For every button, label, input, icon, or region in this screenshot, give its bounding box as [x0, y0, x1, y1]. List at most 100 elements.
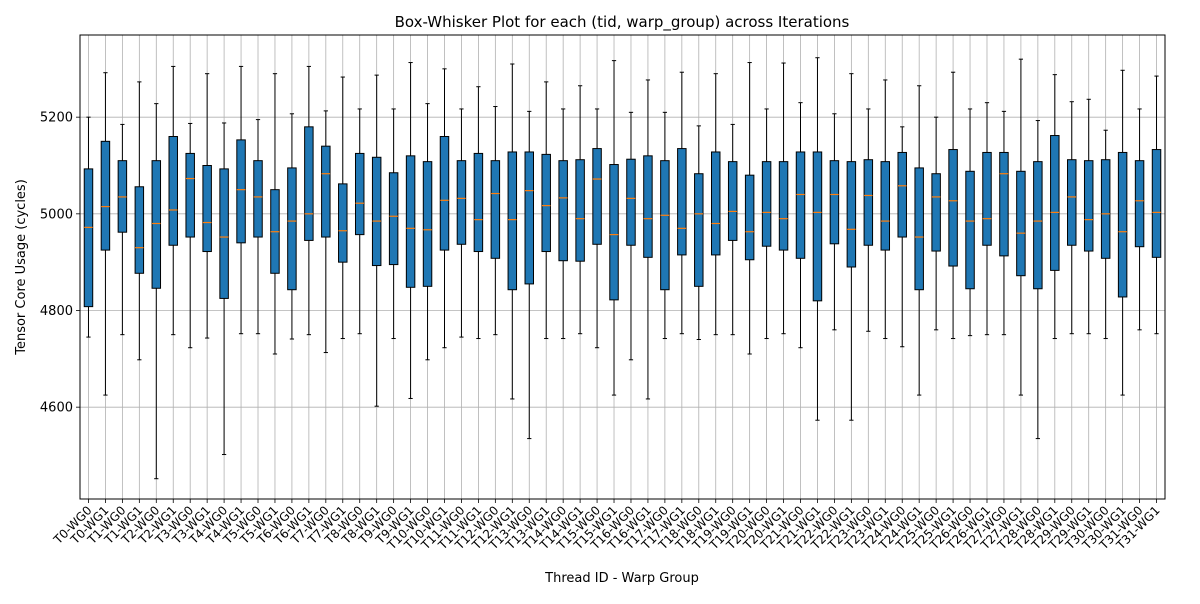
box-t21-wg1	[812, 57, 823, 421]
y-tick-label: 4800	[40, 304, 73, 319]
y-tick-label: 5000	[40, 207, 73, 222]
iqr-box	[592, 148, 602, 245]
box-t10-wg1	[439, 68, 450, 349]
iqr-box	[219, 168, 229, 299]
iqr-box	[982, 151, 992, 246]
iqr-box	[761, 161, 772, 247]
iqr-box	[558, 160, 568, 262]
box-t6-wg0	[287, 113, 297, 340]
box-t18-wg1	[711, 73, 721, 336]
box-t31-wg1	[1151, 75, 1162, 335]
box-t13-wg0	[524, 110, 534, 440]
box-t10-wg0	[422, 103, 433, 361]
iqr-box	[609, 164, 619, 301]
box-t17-wg1	[677, 71, 687, 335]
box-t4-wg0	[219, 122, 229, 456]
y-tick-label: 5200	[40, 111, 73, 126]
iqr-box	[422, 161, 433, 287]
box-layer	[83, 57, 1162, 480]
box-t2-wg1	[168, 65, 178, 336]
box-t1-wg1	[134, 81, 145, 361]
iqr-box	[321, 145, 331, 238]
iqr-box	[1067, 159, 1077, 246]
iqr-box	[371, 156, 382, 267]
box-t12-wg1	[507, 63, 518, 400]
iqr-box	[897, 151, 907, 238]
iqr-box	[965, 170, 975, 290]
box-t25-wg0	[931, 116, 941, 331]
box-t22-wg1	[846, 73, 857, 421]
iqr-box	[626, 158, 636, 246]
iqr-box	[456, 160, 467, 245]
box-t17-wg0	[660, 111, 670, 340]
iqr-box	[880, 161, 891, 251]
iqr-box	[1033, 161, 1043, 290]
iqr-box	[287, 167, 297, 291]
box-t29-wg1	[1083, 98, 1094, 335]
iqr-box	[134, 186, 145, 274]
box-t9-wg0	[388, 108, 399, 340]
box-t19-wg0	[727, 123, 738, 336]
box-t0-wg0	[83, 116, 94, 338]
box-t8-wg0	[354, 108, 365, 335]
iqr-box	[660, 160, 670, 291]
iqr-box	[812, 151, 823, 302]
box-t5-wg0	[253, 119, 263, 335]
box-t26-wg0	[965, 108, 975, 337]
box-t23-wg0	[863, 108, 874, 332]
iqr-box	[829, 160, 840, 245]
iqr-box	[490, 160, 501, 259]
iqr-box	[1151, 149, 1162, 258]
iqr-box	[999, 151, 1009, 257]
iqr-box	[1050, 135, 1060, 271]
grid-layer	[80, 35, 1165, 499]
x-axis: T0-WG0T0-WG1T1-WG0T1-WG1T2-WG0T2-WG1T3-W…	[50, 499, 1163, 553]
iqr-box	[727, 161, 738, 241]
box-t15-wg0	[592, 108, 602, 349]
iqr-box	[1117, 151, 1128, 298]
box-t11-wg1	[473, 86, 484, 340]
iqr-box	[541, 153, 551, 253]
iqr-box	[1016, 170, 1026, 277]
iqr-box	[253, 160, 263, 238]
iqr-box	[694, 173, 704, 287]
iqr-box	[236, 139, 246, 244]
iqr-box	[185, 152, 195, 238]
box-t1-wg0	[117, 123, 128, 336]
box-t18-wg0	[694, 125, 704, 340]
box-t30-wg0	[1100, 129, 1111, 340]
box-t20-wg1	[778, 62, 789, 335]
iqr-box	[778, 161, 789, 251]
box-t30-wg1	[1117, 69, 1128, 396]
chart-title: Box-Whisker Plot for each (tid, warp_gro…	[395, 13, 850, 32]
iqr-box	[1134, 160, 1145, 248]
iqr-box	[931, 173, 941, 252]
plot-frame	[79, 34, 1166, 500]
box-t20-wg0	[761, 108, 772, 340]
box-t8-wg1	[371, 74, 382, 407]
box-t16-wg1	[643, 79, 653, 400]
box-t11-wg0	[456, 108, 467, 338]
box-t14-wg0	[558, 108, 568, 340]
box-t7-wg0	[321, 110, 331, 354]
box-t6-wg1	[304, 65, 314, 336]
box-t3-wg0	[185, 122, 195, 349]
box-t13-wg1	[541, 81, 551, 340]
box-t3-wg1	[202, 73, 212, 339]
iqr-box	[711, 151, 721, 256]
iqr-box	[795, 151, 806, 259]
iqr-box	[575, 159, 585, 262]
iqr-box	[83, 168, 94, 308]
box-t15-wg1	[609, 60, 619, 396]
x-axis-label: Thread ID - Warp Group	[544, 571, 699, 586]
iqr-box	[338, 183, 348, 263]
iqr-box	[388, 172, 399, 266]
iqr-box	[354, 152, 365, 236]
box-t28-wg1	[1050, 74, 1060, 340]
iqr-box	[151, 160, 162, 289]
iqr-box	[1083, 160, 1094, 252]
iqr-box	[914, 167, 924, 291]
box-t19-wg1	[744, 62, 755, 355]
